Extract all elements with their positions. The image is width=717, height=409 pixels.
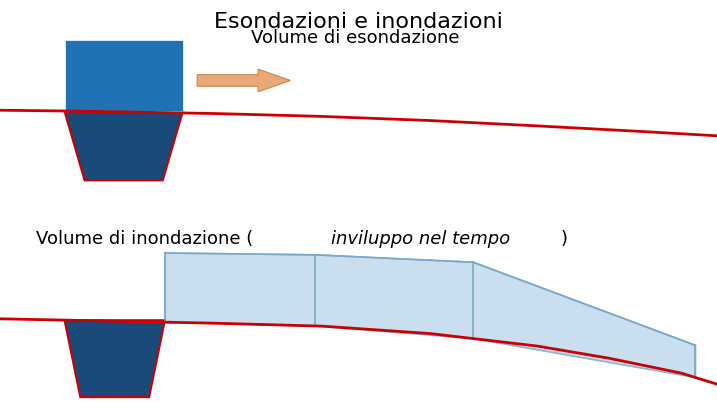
Polygon shape [65,112,183,181]
Polygon shape [65,41,183,112]
FancyArrow shape [197,70,290,92]
Polygon shape [165,254,695,378]
Text: Volume di inondazione (: Volume di inondazione ( [36,229,253,247]
Polygon shape [65,321,165,397]
Text: inviluppo nel tempo: inviluppo nel tempo [331,229,511,247]
Text: Volume di esondazione: Volume di esondazione [251,29,460,47]
Text: Esondazioni e inondazioni: Esondazioni e inondazioni [214,12,503,32]
Text: ): ) [561,229,568,247]
